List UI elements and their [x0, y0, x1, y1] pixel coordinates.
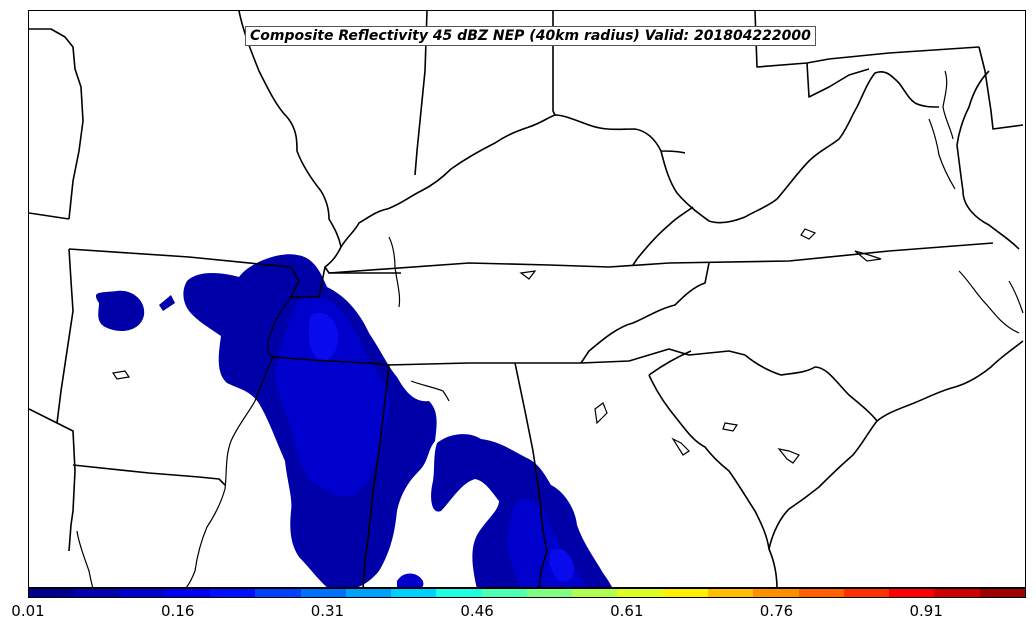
colorbar-swatch-12 [572, 589, 618, 597]
colorbar-swatch-3 [164, 589, 211, 597]
prob-high-south [549, 548, 575, 582]
colorbar-swatch-17 [798, 589, 844, 597]
colorbar-swatch-9 [436, 589, 482, 597]
prob-area-arkansas-small [95, 290, 145, 331]
colorbar-swatch-20 [934, 589, 980, 597]
prob-high-core [309, 312, 339, 361]
map-title: Composite Reflectivity 45 dBZ NEP (40km … [245, 26, 816, 46]
colorbar-swatch-13 [617, 589, 663, 597]
colorbar-tick-label: 0.76 [759, 602, 794, 620]
colorbar [28, 588, 1026, 598]
colorbar-swatch-11 [526, 589, 573, 597]
colorbar-swatch-7 [345, 589, 392, 597]
probability-shading-high [309, 312, 575, 582]
prob-area-arkansas-dot [159, 295, 175, 311]
map-panel: Composite Reflectivity 45 dBZ NEP (40km … [28, 10, 1026, 588]
colorbar-swatch-19 [889, 589, 935, 597]
colorbar-swatch-2 [119, 589, 165, 597]
colorbar-swatch-5 [255, 589, 301, 597]
colorbar-swatch-10 [481, 589, 527, 597]
state-boundaries [29, 11, 1024, 587]
colorbar-swatch-6 [300, 589, 346, 597]
colorbar-swatch-16 [753, 589, 799, 597]
map-svg [29, 11, 1024, 587]
colorbar-swatch-4 [210, 589, 256, 597]
colorbar-swatch-8 [391, 589, 437, 597]
colorbar-tick-label: 0.61 [610, 602, 644, 620]
colorbar-tick-label: 0.31 [310, 602, 345, 620]
colorbar-swatch-15 [707, 589, 754, 597]
colorbar-tick-label: 0.91 [909, 602, 943, 620]
colorbar-tick-label: 0.01 [11, 602, 45, 620]
colorbar-swatch-1 [74, 589, 120, 597]
colorbar-swatch-21 [979, 589, 1025, 597]
colorbar-swatch-0 [29, 589, 75, 597]
colorbar-tick-label: 0.16 [160, 602, 195, 620]
colorbar-swatch-18 [843, 589, 890, 597]
prob-mid-core [275, 296, 389, 497]
rivers-and-lakes [76, 70, 1024, 587]
colorbar-tick-label: 0.46 [460, 602, 494, 620]
prob-mid-spot [397, 573, 424, 587]
colorbar-swatch-14 [662, 589, 708, 597]
